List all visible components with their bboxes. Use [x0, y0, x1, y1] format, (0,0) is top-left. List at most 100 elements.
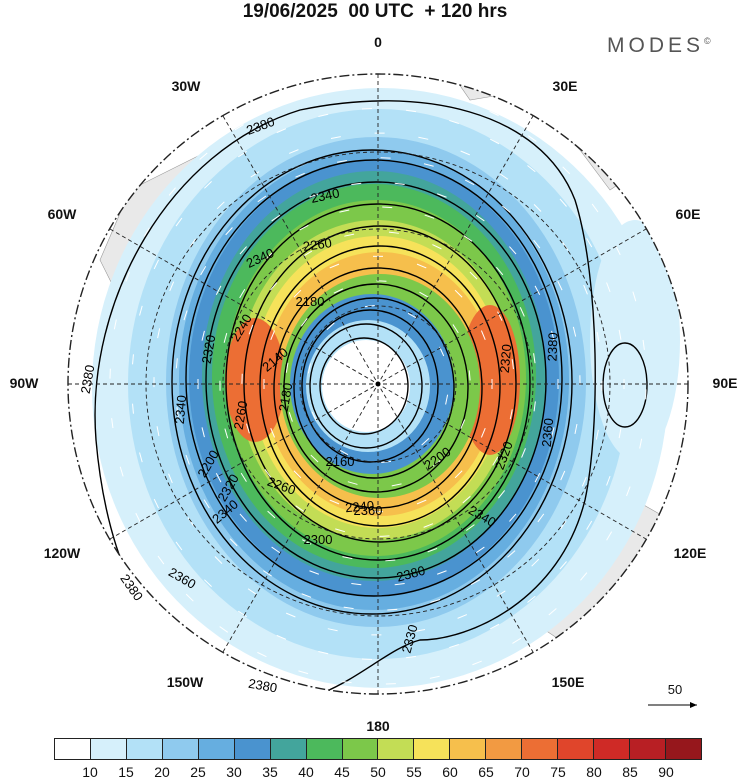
lon-label-90w: 90W — [9, 375, 39, 391]
lon-label-150e: 150E — [551, 674, 585, 690]
contour-label: 2340 — [309, 185, 340, 206]
logo-text: MODES — [607, 34, 705, 57]
wind-vector — [394, 182, 405, 185]
wind-vector — [327, 628, 338, 632]
wind-vector — [405, 655, 417, 659]
wind-vector — [214, 556, 223, 565]
lon-label-60w: 60W — [47, 206, 77, 222]
wind-vector — [216, 201, 225, 210]
contour-label: 2300 — [304, 532, 333, 547]
wind-vector — [460, 150, 471, 156]
wind-vector — [551, 427, 555, 438]
wind-vector — [318, 113, 329, 117]
wind-vector — [489, 138, 500, 145]
vector-scale-label: 50 — [667, 682, 683, 697]
wind-vector — [405, 109, 417, 113]
wind-vector — [250, 171, 260, 178]
wind-vector — [307, 363, 311, 374]
wind-vector — [132, 354, 134, 365]
wind-vector — [531, 558, 540, 567]
wind-vector — [489, 623, 500, 630]
wind-vector — [248, 324, 254, 335]
wind-vector — [519, 307, 525, 317]
wind-vector — [267, 510, 276, 519]
wind-vector — [219, 626, 229, 633]
wind-vector — [559, 561, 567, 570]
map-title: 19/06/2025 00 UTC + 120 hrs — [242, 1, 508, 22]
wind-vector — [239, 288, 246, 299]
wind-vector — [215, 285, 222, 295]
wind-vector — [204, 579, 212, 587]
colorbar-label: 15 — [118, 764, 134, 780]
wind-vector — [175, 217, 183, 227]
wind-vector — [199, 152, 208, 160]
pole-marker — [375, 381, 381, 387]
wind-vector — [416, 263, 427, 269]
wind-vector — [225, 227, 233, 236]
wind-vector — [475, 214, 485, 222]
wind-vector — [572, 326, 577, 337]
wind-vector — [480, 330, 486, 340]
colorbar-swatch — [414, 739, 451, 759]
colorbar-label: 70 — [514, 764, 530, 780]
wind-vector — [557, 280, 563, 291]
contour-label: 2260 — [302, 235, 333, 254]
wind-vector — [586, 238, 593, 248]
wind-vector — [475, 546, 485, 554]
wind-vector — [496, 266, 504, 276]
wind-vector — [111, 418, 114, 429]
wind-vector — [224, 428, 229, 439]
wind-vector — [430, 599, 441, 603]
colorbar-label: 55 — [406, 764, 422, 780]
colorbar-label: 60 — [442, 764, 458, 780]
wind-vector — [394, 583, 405, 586]
colorbar-label: 75 — [550, 764, 566, 780]
wind-vector — [498, 490, 506, 499]
wind-vector — [559, 198, 567, 207]
wind-vector — [333, 288, 344, 294]
wind-vector — [586, 520, 593, 530]
lon-label-90e: 90E — [712, 375, 738, 391]
wind-vector — [139, 305, 143, 316]
colorbar-swatch — [665, 739, 701, 759]
colorbar-swatch — [342, 739, 379, 759]
wind-vector — [276, 128, 287, 134]
wind-vector — [533, 203, 542, 212]
wind-vector — [143, 227, 150, 237]
wind-vector — [385, 559, 396, 562]
lon-label-180: 180 — [366, 718, 390, 734]
wind-vector — [606, 531, 613, 541]
colorbar-swatch — [558, 739, 595, 759]
wind-vector — [223, 332, 228, 343]
wind-vector — [463, 235, 473, 242]
wind-vector — [421, 438, 430, 446]
contour-label: 2360 — [354, 503, 383, 518]
wind-vector — [271, 214, 281, 222]
colorbar-label: 10 — [82, 764, 98, 780]
wind-vector — [215, 473, 222, 483]
colorbar-label: 85 — [622, 764, 638, 780]
wind-vector — [509, 409, 513, 420]
wind-vector — [265, 252, 273, 260]
wind-vector — [415, 628, 426, 632]
wind-vector — [113, 319, 117, 330]
wind-vector — [203, 499, 210, 509]
wind-vector — [639, 438, 643, 449]
vector-scale-arrow — [648, 702, 697, 708]
colorbar-label: 90 — [658, 764, 674, 780]
contour-label: 2180 — [276, 382, 296, 413]
wind-vector — [175, 541, 183, 551]
wind-vector — [157, 328, 161, 339]
wind-vector — [447, 93, 458, 98]
map-boundary — [67, 73, 689, 695]
wind-vector — [189, 238, 196, 248]
wind-vector — [295, 172, 305, 178]
wind-vector — [239, 513, 247, 522]
contour-2340 — [185, 159, 563, 597]
wind-vector — [125, 271, 130, 282]
contour-label: 2240 — [345, 498, 375, 515]
wind-vector — [404, 84, 415, 87]
contour-east-cell — [602, 342, 648, 428]
wind-vector — [288, 149, 299, 154]
colorbar-swatch — [522, 739, 559, 759]
